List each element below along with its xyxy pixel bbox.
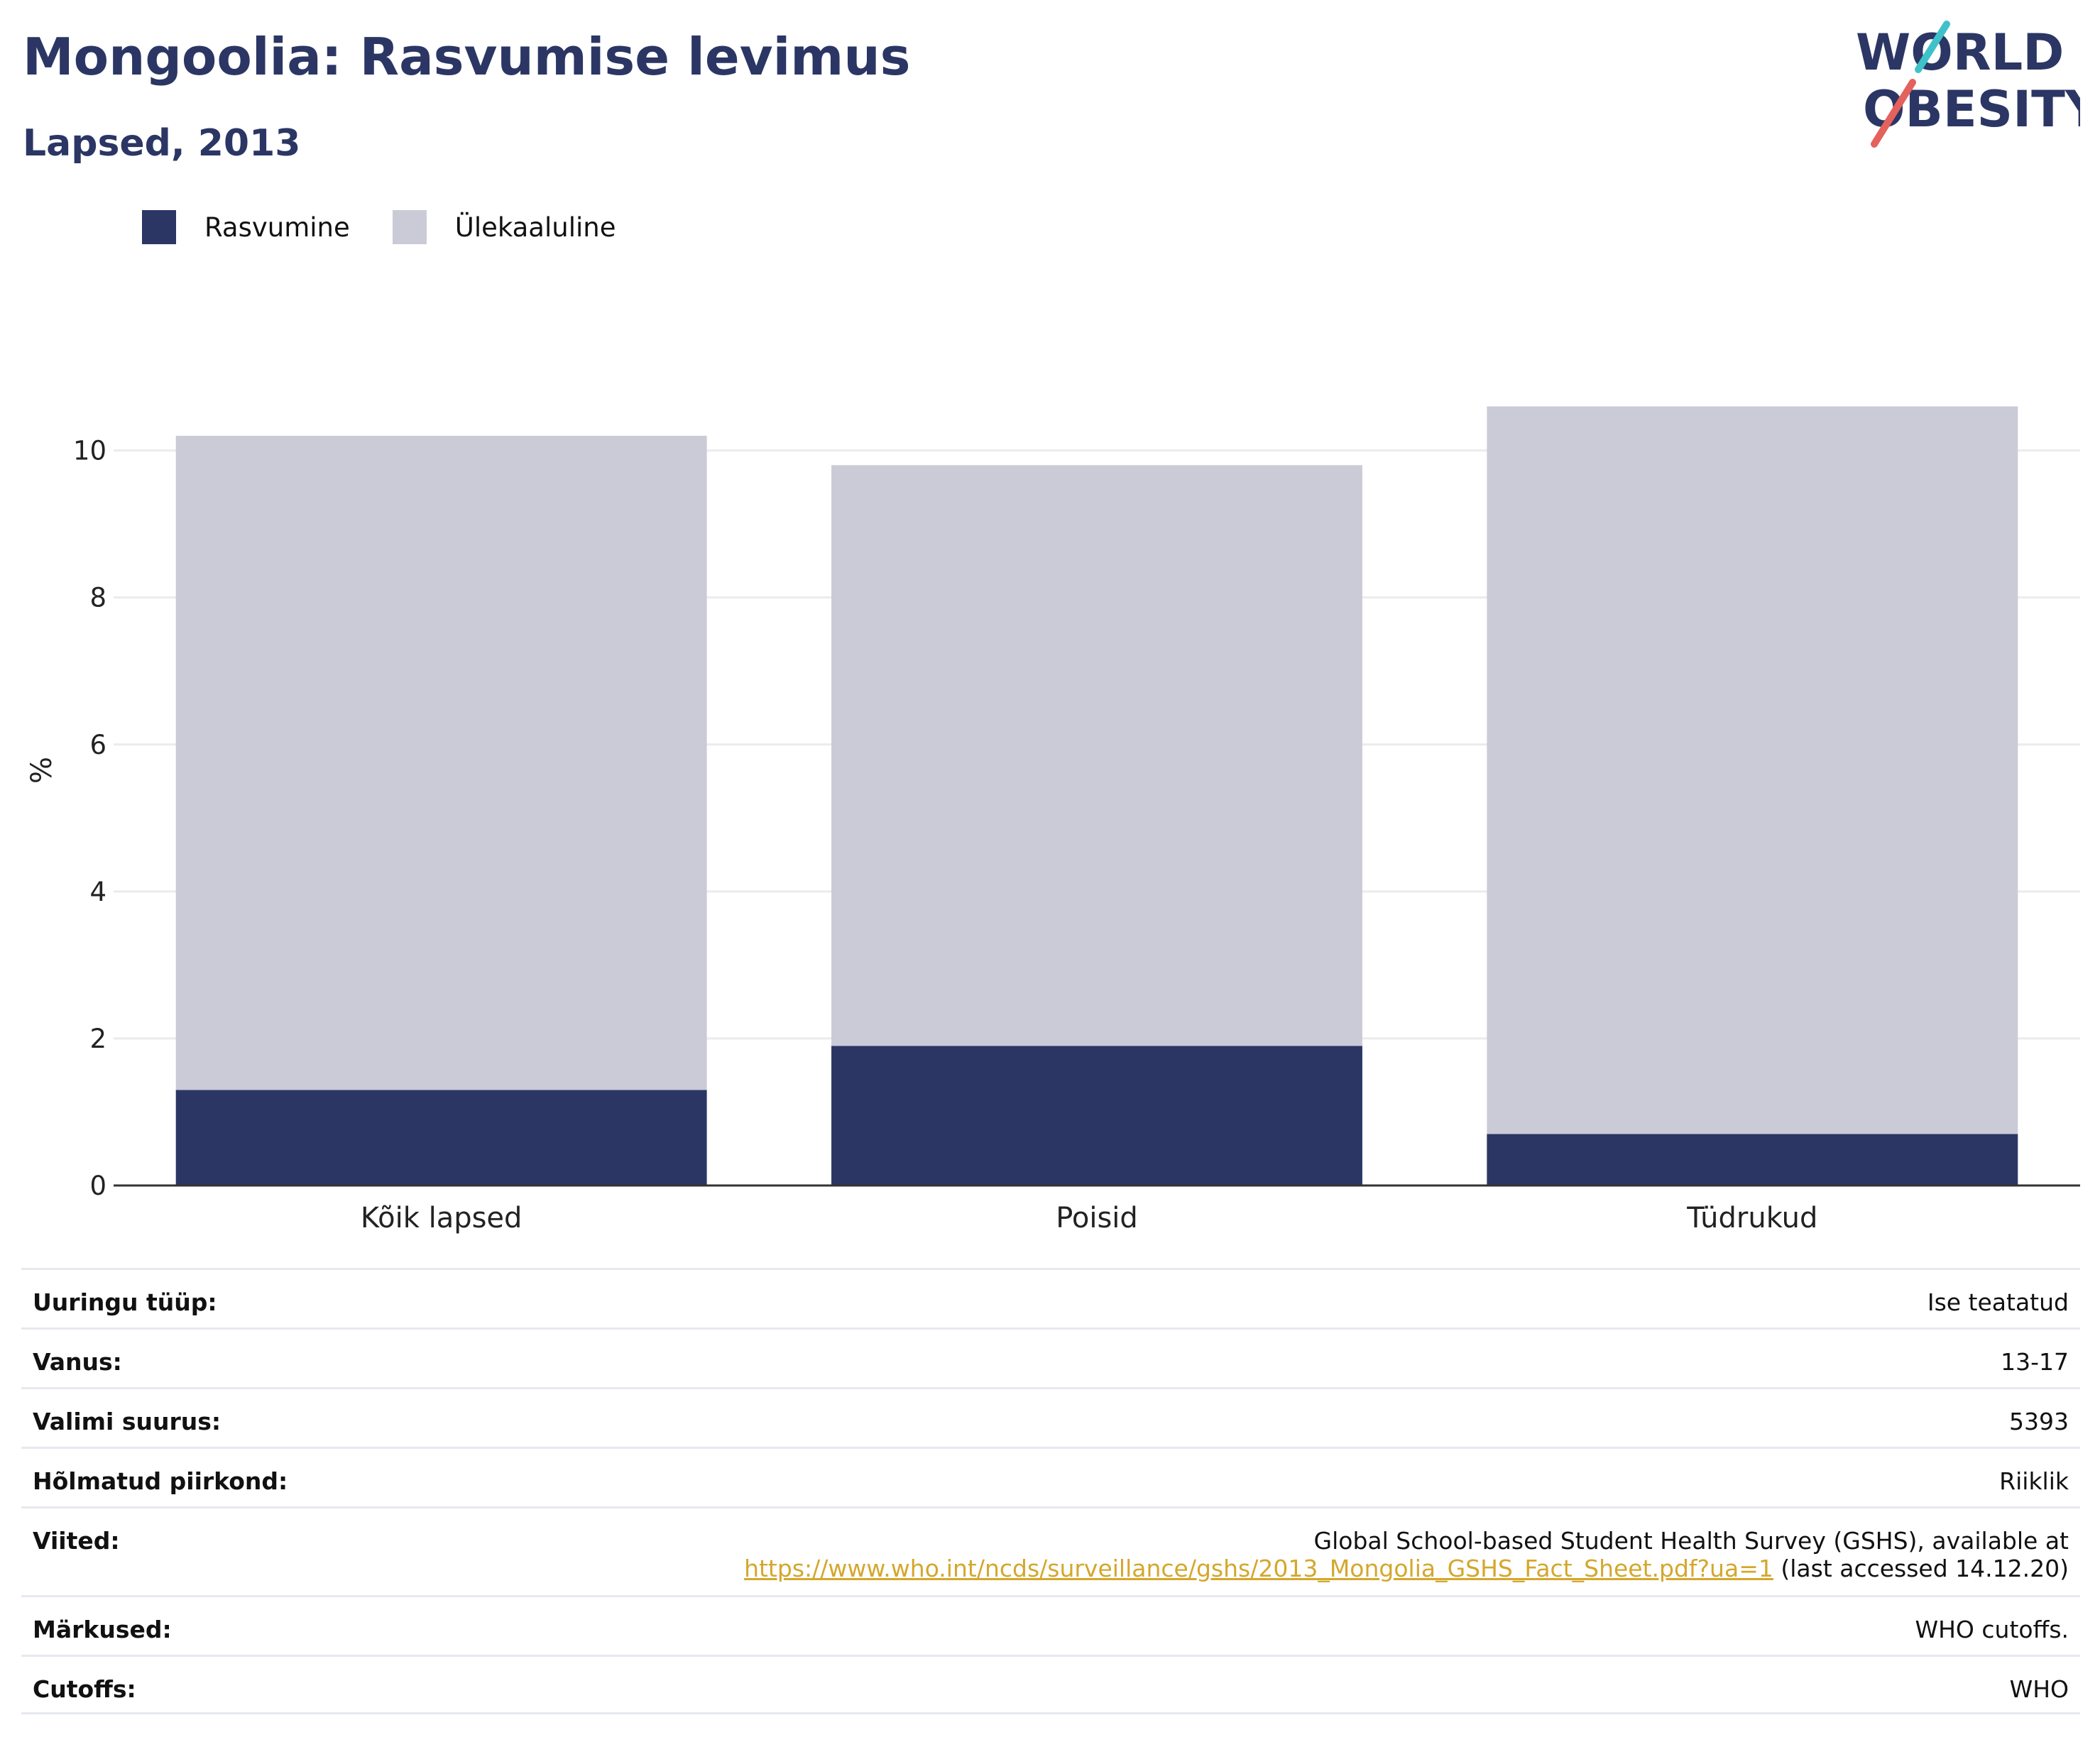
y-axis-label: % (26, 757, 58, 784)
y-tick-label: 8 (89, 583, 106, 613)
bar-segment (1487, 1134, 2018, 1185)
bar-segment (831, 1046, 1362, 1185)
y-tick-label: 4 (89, 877, 106, 907)
chart-title: Mongoolia: Rasvumise levimus (23, 27, 911, 87)
detail-value: Riiklik (1999, 1467, 2069, 1495)
detail-row: Valimi suurus: 5393 (21, 1387, 2080, 1447)
y-tick-label: 0 (89, 1171, 106, 1201)
detail-value: 5393 (2009, 1408, 2069, 1435)
y-tick-label: 2 (89, 1024, 106, 1054)
x-tick-label: Tüdrukud (1686, 1202, 1817, 1234)
detail-row: Viited: Global School-based Student Heal… (21, 1506, 2080, 1595)
logo-red-stroke (1871, 79, 1916, 148)
x-tick-label: Kõik lapsed (361, 1202, 523, 1234)
stacked-bar-chart: 0 2 4 6 8 10% Kõik lapsed Poisid Tüdrukud (26, 406, 2080, 1234)
detail-key: Valimi suurus: (33, 1408, 222, 1435)
bar-segment (175, 1090, 707, 1185)
bar-segment (831, 465, 1362, 1046)
reference-link[interactable]: https://www.who.int/ncds/surveillance/gs… (744, 1555, 1773, 1582)
detail-row: Uuringu tüüp: Ise teatatud (21, 1268, 2080, 1327)
detail-key: Uuringu tüüp: (33, 1288, 217, 1316)
legend-item-overweight[interactable]: Ülekaaluline (392, 210, 616, 244)
survey-details-table: Uuringu tüüp: Ise teatatud Vanus: 13-17 … (21, 1268, 2080, 1714)
y-tick-label: 6 (89, 730, 106, 760)
legend-item-obesity[interactable]: Rasvumine (142, 210, 350, 244)
detail-row: Cutoffs: WHO (21, 1655, 2080, 1714)
detail-key: Viited: (33, 1527, 120, 1555)
detail-key: Hõlmatud piirkond: (33, 1467, 288, 1495)
legend-swatch-obesity (142, 210, 176, 244)
detail-value: WHO (2009, 1675, 2069, 1703)
legend-swatch-overweight (392, 210, 427, 244)
legend-label: Rasvumine (204, 212, 350, 243)
detail-row: Märkused: WHO cutoffs. (21, 1595, 2080, 1655)
detail-value: 13-17 (2001, 1348, 2069, 1376)
detail-value: Ise teatatud (1927, 1288, 2069, 1316)
references-suffix: (last accessed 14.12.20) (1773, 1555, 2069, 1582)
bar-segment (1487, 406, 2018, 1134)
y-tick-label: 10 (73, 436, 106, 466)
detail-row: Vanus: 13-17 (21, 1327, 2080, 1387)
chart-legend: Rasvumine Ülekaaluline (142, 210, 659, 244)
detail-key: Vanus: (33, 1348, 122, 1376)
legend-label: Ülekaaluline (454, 212, 616, 243)
logo-teal-stroke (1915, 21, 1950, 73)
references-value: Global School-based Student Health Surve… (744, 1527, 2069, 1582)
detail-value: WHO cutoffs. (1915, 1616, 2069, 1643)
world-obesity-logo: WORLD OBESITY (1856, 21, 2080, 148)
references-text: Global School-based Student Health Surve… (1313, 1527, 2069, 1555)
bar-segment (175, 435, 707, 1090)
detail-row: Hõlmatud piirkond: Riiklik (21, 1447, 2080, 1506)
logo-line1: WORLD (1856, 23, 2064, 82)
x-tick-label: Poisid (1056, 1202, 1138, 1234)
detail-key: Märkused: (33, 1616, 172, 1643)
detail-key: Cutoffs: (33, 1675, 136, 1703)
chart-subtitle: Lapsed, 2013 (23, 122, 301, 165)
